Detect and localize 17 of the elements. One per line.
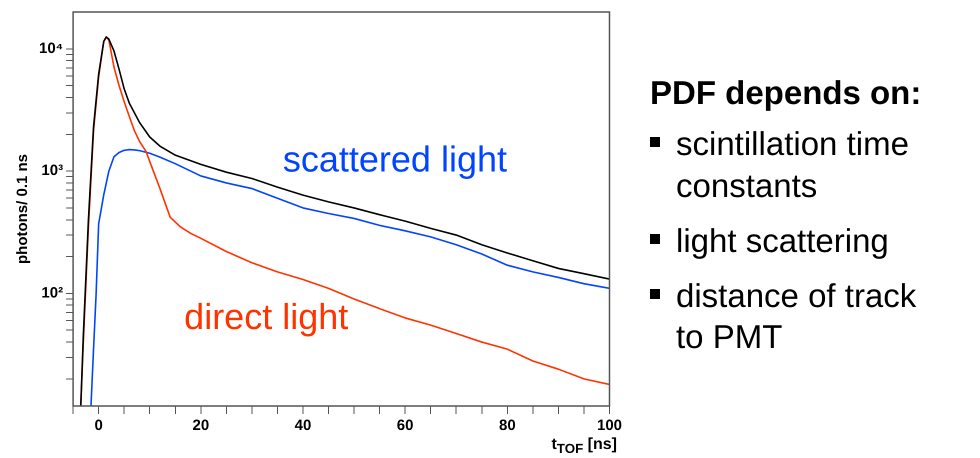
x-tick-label: 80 bbox=[498, 417, 516, 434]
y-tick-label: 10⁴ bbox=[38, 40, 64, 57]
series-label: scattered light bbox=[282, 138, 507, 180]
x-axis-title: t$_{TOF}$ [ns] bbox=[551, 436, 617, 456]
y-tick-label: 10² bbox=[41, 284, 64, 302]
x-tick-label: 20 bbox=[192, 417, 210, 434]
y-tick-label: 10³ bbox=[41, 162, 64, 180]
series-label: direct light bbox=[184, 296, 348, 338]
y-axis-title: photons/ 0.1 ns bbox=[14, 154, 32, 264]
x-tick-label: 40 bbox=[294, 417, 312, 434]
text: PDF depends on: bbox=[650, 73, 922, 113]
x-tick-label: 100 bbox=[596, 417, 622, 434]
x-tick-label: 0 bbox=[94, 417, 103, 434]
text: distance of track to PMT bbox=[676, 276, 918, 358]
text: light scattering bbox=[676, 220, 890, 261]
text: scintillation time constants bbox=[676, 124, 910, 206]
x-tick-label: 60 bbox=[396, 417, 414, 434]
